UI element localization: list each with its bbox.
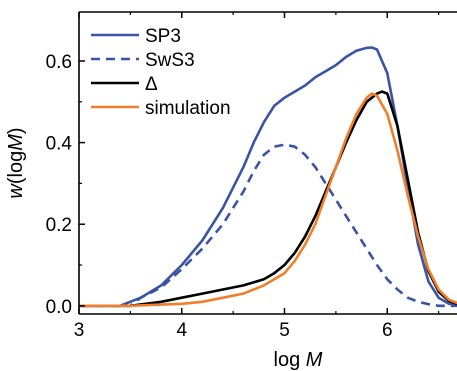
series-line-3: [79, 92, 457, 308]
x-tick-label-2: 5: [279, 320, 290, 341]
y-tick-label-2: 0.4: [46, 134, 73, 155]
x-tick-label-3: 6: [382, 320, 393, 341]
y-axis-title: w(logM): [5, 127, 27, 198]
tick-layer: 345670.00.20.40.6: [46, 12, 440, 341]
legend-label-3: simulation: [145, 98, 231, 119]
legend-label-2: Δ: [145, 74, 158, 95]
x-tick-label-0: 3: [74, 320, 85, 341]
series-layer: [79, 46, 457, 308]
plot-frame: [78, 11, 457, 315]
x-tick-label-1: 4: [176, 320, 187, 341]
series-line-2: [79, 90, 457, 308]
series-line-1: [79, 143, 457, 308]
series-line-0: [79, 46, 457, 308]
legend-label-0: SP3: [145, 26, 181, 47]
x-axis-title: log M: [274, 349, 323, 371]
y-tick-label-3: 0.6: [46, 52, 72, 73]
y-tick-label-0: 0.0: [46, 297, 72, 318]
legend-label-1: SwS3: [145, 50, 195, 71]
y-tick-label-1: 0.2: [46, 215, 72, 236]
